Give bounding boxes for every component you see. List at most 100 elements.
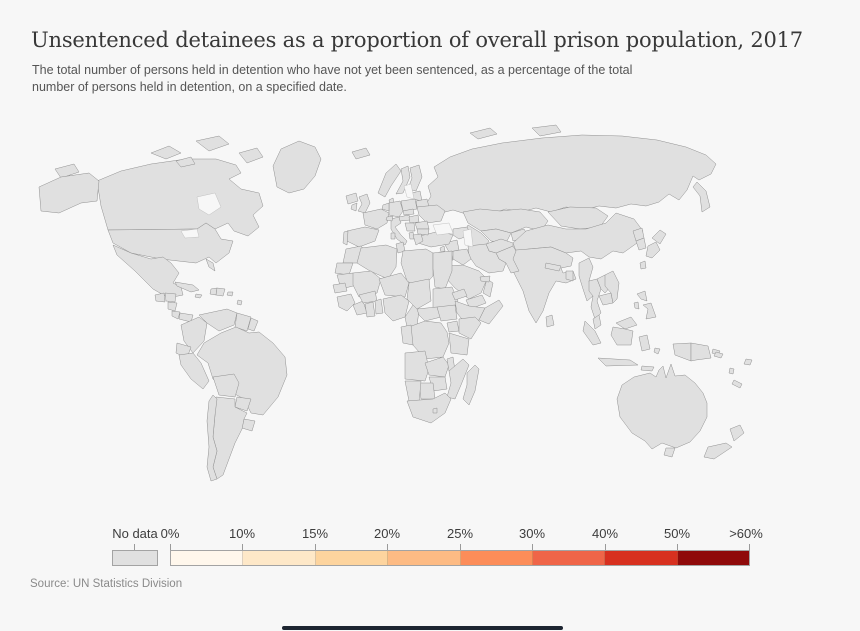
country-australia[interactable] xyxy=(616,363,708,450)
country-south-sudan[interactable] xyxy=(436,304,458,322)
country-oman[interactable] xyxy=(482,278,494,298)
country-czechia[interactable] xyxy=(402,208,415,216)
country-myanmar[interactable] xyxy=(578,257,594,302)
country-vietnam[interactable] xyxy=(604,270,620,304)
country-tasmania[interactable] xyxy=(663,447,676,458)
country-zambia[interactable] xyxy=(424,356,450,378)
country-canada[interactable] xyxy=(96,158,264,237)
country-ghana[interactable] xyxy=(364,301,376,318)
country-algeria[interactable] xyxy=(356,244,398,280)
country-mozambique[interactable] xyxy=(446,358,470,400)
country-iran[interactable] xyxy=(467,243,507,274)
country-fiji[interactable] xyxy=(743,358,753,366)
country-indonesia-west-new-guinea[interactable] xyxy=(672,342,692,362)
country-dr-congo[interactable] xyxy=(408,320,450,360)
country-taiwan[interactable] xyxy=(639,260,647,270)
country-japan[interactable] xyxy=(651,229,667,245)
legend-segment-0-10[interactable] xyxy=(171,551,244,565)
country-chad[interactable] xyxy=(406,278,432,310)
country-norway[interactable] xyxy=(377,163,402,198)
country-mongolia[interactable] xyxy=(547,206,609,230)
country-puerto-rico[interactable] xyxy=(226,291,234,297)
country-south-africa[interactable] xyxy=(406,392,452,424)
country-uk[interactable] xyxy=(357,193,371,214)
country-egypt[interactable] xyxy=(432,250,453,290)
country-congo-gabon[interactable] xyxy=(400,324,414,346)
country-nepal[interactable] xyxy=(544,262,562,272)
country-south-korea[interactable] xyxy=(635,237,647,251)
country-uzbekistan[interactable] xyxy=(480,228,512,244)
country-indonesia-java[interactable] xyxy=(597,357,639,367)
country-papua-new-guinea[interactable] xyxy=(690,342,712,362)
country-iceland[interactable] xyxy=(345,192,359,205)
country-spain[interactable] xyxy=(346,226,380,248)
country-madagascar[interactable] xyxy=(462,364,480,406)
country-austria[interactable] xyxy=(398,214,411,222)
country-peru[interactable] xyxy=(178,352,210,390)
country-benelux[interactable] xyxy=(381,202,390,212)
country-chile[interactable] xyxy=(206,394,218,482)
country-switzerland[interactable] xyxy=(385,215,394,222)
country-japan-south[interactable] xyxy=(645,241,661,259)
legend-segment-40-50[interactable] xyxy=(605,551,678,565)
country-russia[interactable] xyxy=(424,134,717,215)
country-ireland[interactable] xyxy=(350,202,358,212)
country-hungary[interactable] xyxy=(408,214,420,224)
country-canada-baffin[interactable] xyxy=(238,147,264,164)
country-dominican-republic[interactable] xyxy=(215,287,226,297)
country-iraq[interactable] xyxy=(452,248,472,266)
country-bangladesh[interactable] xyxy=(565,270,574,282)
country-jamaica[interactable] xyxy=(194,293,203,299)
country-italy-sardinia[interactable] xyxy=(390,232,396,240)
country-greenland[interactable] xyxy=(272,140,322,194)
country-india[interactable] xyxy=(510,246,577,324)
country-cameroon[interactable] xyxy=(404,304,420,328)
country-solomon-islands[interactable] xyxy=(713,351,724,359)
country-usa[interactable] xyxy=(107,222,234,264)
legend-segment-30-40[interactable] xyxy=(532,551,606,565)
country-central-african-republic[interactable] xyxy=(416,306,442,322)
country-paraguay[interactable] xyxy=(234,396,252,412)
country-guinea[interactable] xyxy=(336,293,356,312)
country-malaysia-peninsula[interactable] xyxy=(592,314,602,330)
country-tanzania[interactable] xyxy=(448,332,470,356)
country-niger[interactable] xyxy=(378,272,410,298)
country-bolivia[interactable] xyxy=(212,373,240,398)
legend-segment-20-25[interactable] xyxy=(388,551,461,565)
country-canada-arctic2[interactable] xyxy=(195,135,230,152)
legend-segment-10-15[interactable] xyxy=(243,551,316,565)
country-guatemala[interactable] xyxy=(154,292,166,303)
country-finland[interactable] xyxy=(407,164,423,192)
country-lesser-antilles[interactable] xyxy=(236,299,243,306)
country-indonesia-lesser-sunda[interactable] xyxy=(640,365,655,372)
legend-segment-15-20[interactable] xyxy=(315,551,389,565)
country-vanuatu[interactable] xyxy=(728,367,735,375)
country-cuba[interactable] xyxy=(174,281,200,293)
country-philippines-palawan[interactable] xyxy=(633,301,640,310)
country-philippines-luzon[interactable] xyxy=(636,290,648,302)
country-brazil[interactable] xyxy=(196,326,288,416)
country-kenya[interactable] xyxy=(458,316,482,340)
country-germany[interactable] xyxy=(388,200,404,218)
country-serbia[interactable] xyxy=(404,222,416,232)
country-nicaragua[interactable] xyxy=(167,301,178,312)
country-namibia[interactable] xyxy=(404,380,422,404)
country-uganda[interactable] xyxy=(446,320,460,333)
country-colombia[interactable] xyxy=(180,316,208,354)
country-uruguay[interactable] xyxy=(241,418,256,432)
country-guyana-suriname[interactable] xyxy=(234,312,252,332)
country-eritrea[interactable] xyxy=(451,288,468,301)
country-new-zealand-north[interactable] xyxy=(729,424,745,442)
country-canada-victoria[interactable] xyxy=(175,156,196,168)
country-indonesia-kalimantan[interactable] xyxy=(610,326,634,346)
legend-segment-gt60[interactable] xyxy=(677,551,749,565)
country-canada-arctic1[interactable] xyxy=(150,145,182,160)
country-lebanon[interactable] xyxy=(439,245,446,253)
country-russia-kamchatka[interactable] xyxy=(692,181,711,213)
country-somalia[interactable] xyxy=(478,299,504,325)
country-indonesia-maluku[interactable] xyxy=(653,347,661,355)
country-bulgaria[interactable] xyxy=(416,228,430,236)
country-france[interactable] xyxy=(362,208,390,230)
country-new-caledonia[interactable] xyxy=(731,379,743,389)
country-mali[interactable] xyxy=(352,270,382,298)
